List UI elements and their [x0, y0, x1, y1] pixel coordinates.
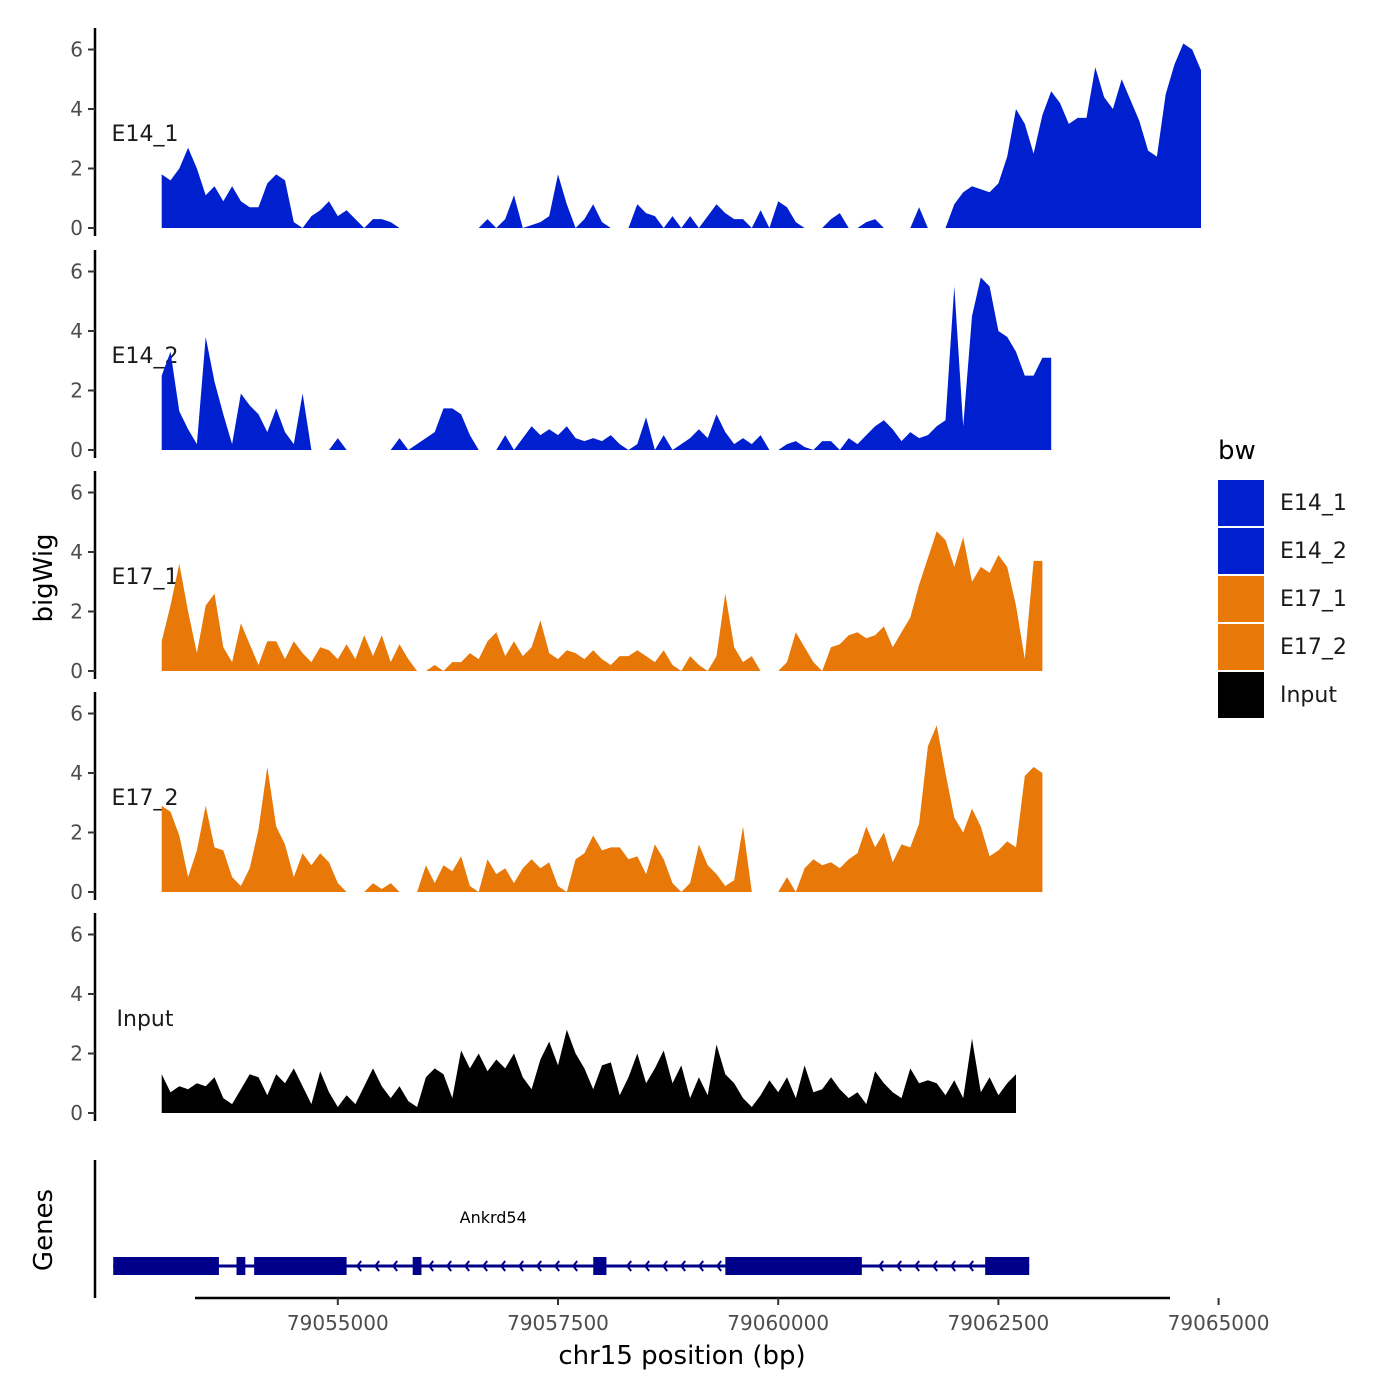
track-label: E14_1	[112, 122, 179, 147]
gene-track: Ankrd54	[93, 1160, 1030, 1298]
gene-exon	[236, 1257, 246, 1275]
gene-exon	[725, 1257, 862, 1275]
y-tick-label: 6	[70, 260, 83, 284]
x-tick-label: 79062500	[947, 1311, 1049, 1335]
strand-arrow	[625, 1260, 632, 1272]
strand-arrow	[571, 1260, 578, 1272]
y-tick-label: 0	[70, 438, 83, 462]
strand-arrow	[877, 1260, 884, 1272]
strand-arrow	[535, 1260, 542, 1272]
coverage-area-E14_1	[161, 43, 1202, 228]
legend-label: E17_1	[1280, 587, 1347, 612]
y-tick-label: 0	[70, 659, 83, 683]
track-E14_1: 0 2 4 6 E14_1	[70, 28, 1202, 240]
y-tick-label: 6	[70, 38, 83, 62]
y-tick-label: 4	[70, 982, 83, 1006]
coverage-area-E17_1	[161, 531, 1043, 671]
coverage-tracks: 0246E14_10246E14_20246E17_10246E17_20246…	[70, 28, 1202, 1125]
strand-arrow	[679, 1260, 686, 1272]
gene-exon	[113, 1257, 219, 1275]
legend-label: E14_1	[1280, 491, 1347, 516]
y-tick-label: 4	[70, 761, 83, 785]
y-tick-label: 6	[70, 702, 83, 726]
y-tick-label: 2	[70, 157, 83, 181]
legend-key-E14_2	[1218, 528, 1264, 574]
strand-arrow	[931, 1260, 938, 1272]
y-tick-label: 6	[70, 923, 83, 947]
y-tick-label: 2	[70, 379, 83, 403]
y-tick-label: 4	[70, 97, 83, 121]
gene-exon	[985, 1257, 1030, 1275]
legend-label: Input	[1280, 683, 1337, 708]
x-axis-title: chr15 position (bp)	[558, 1341, 805, 1371]
legend-title: bw	[1218, 436, 1256, 466]
legend-key-E17_1	[1218, 576, 1264, 622]
y-tick-label: 2	[70, 821, 83, 845]
y-tick-label: 2	[70, 600, 83, 624]
legend-label: E17_2	[1280, 635, 1347, 660]
x-axis: 79055000 79057500 79060000 79062500 79065000	[195, 1296, 1270, 1335]
strand-arrow	[427, 1260, 434, 1272]
legend-key-E17_2	[1218, 624, 1264, 670]
gene-Ankrd54: Ankrd54	[113, 1208, 1030, 1275]
strand-arrow	[715, 1260, 722, 1272]
track-E17_2: 0 2 4 6 E17_2	[70, 692, 1043, 904]
y-tick-label: 0	[70, 216, 83, 240]
coverage-area-Input	[161, 1029, 1016, 1113]
track-E17_1: 0 2 4 6 E17_1	[70, 471, 1043, 683]
strand-arrow	[697, 1260, 704, 1272]
strand-arrow	[391, 1260, 398, 1272]
legend-key-Input	[1218, 672, 1264, 718]
track-label: Input	[117, 1007, 174, 1032]
strand-arrow	[949, 1260, 956, 1272]
strand-arrow	[481, 1260, 488, 1272]
y-tick-label: 2	[70, 1042, 83, 1066]
track-Input: 0 2 4 6 Input	[70, 913, 1016, 1125]
strand-arrow	[643, 1260, 650, 1272]
y-tick-label: 6	[70, 481, 83, 505]
x-tick-label: 79055000	[287, 1311, 389, 1335]
x-tick-label: 79065000	[1168, 1311, 1270, 1335]
strand-arrow	[517, 1260, 524, 1272]
strand-arrow	[355, 1260, 362, 1272]
y-axis-title: bigWig	[29, 533, 59, 622]
x-tick-label: 79057500	[507, 1311, 609, 1335]
strand-arrow	[895, 1260, 902, 1272]
legend-key-E14_1	[1218, 480, 1264, 526]
strand-arrow	[445, 1260, 452, 1272]
strand-arrow	[967, 1260, 974, 1272]
y-tick-label: 0	[70, 1101, 83, 1125]
y-tick-label: 4	[70, 540, 83, 564]
coverage-area-E14_2	[161, 277, 1052, 450]
gene-exon	[593, 1257, 607, 1275]
track-label: E17_2	[112, 786, 179, 811]
legend: bw E14_1 E14_2 E17_1 E17_2 Input	[1218, 436, 1347, 718]
coverage-area-E17_2	[161, 725, 1043, 892]
gene-name-label: Ankrd54	[460, 1208, 527, 1227]
y-tick-label: 4	[70, 319, 83, 343]
strand-arrow	[661, 1260, 668, 1272]
legend-label: E14_2	[1280, 539, 1347, 564]
strand-arrow	[373, 1260, 380, 1272]
strand-arrow	[913, 1260, 920, 1272]
genes-track-title: Genes	[29, 1189, 59, 1271]
strand-arrow	[553, 1260, 560, 1272]
y-tick-label: 0	[70, 880, 83, 904]
strand-arrow	[499, 1260, 506, 1272]
gene-exon	[412, 1257, 422, 1275]
x-tick-label: 79060000	[727, 1311, 829, 1335]
gene-exon	[254, 1257, 347, 1275]
track-label: E17_1	[112, 565, 179, 590]
strand-arrow	[463, 1260, 470, 1272]
